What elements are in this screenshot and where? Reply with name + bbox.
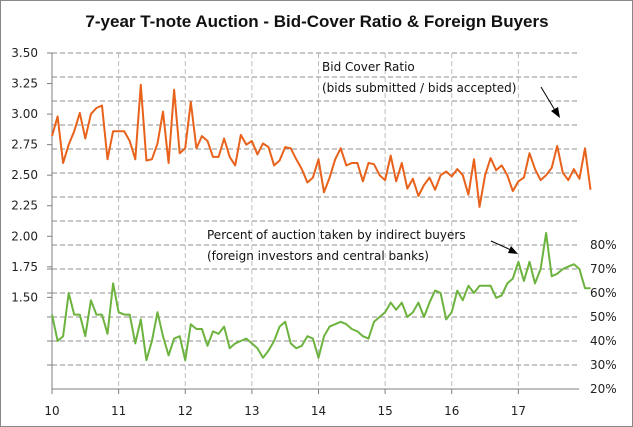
annotation-arrowhead-bid-cover bbox=[551, 107, 560, 118]
annotation-indirect-line1: Percent of auction taken by indirect buy… bbox=[207, 228, 466, 242]
right-tick-label: 30% bbox=[590, 358, 617, 372]
right-tick-label: 50% bbox=[590, 310, 617, 324]
chart-title: 7-year T-note Auction - Bid-Cover Ratio … bbox=[85, 12, 548, 31]
x-tick-label: 16 bbox=[444, 404, 459, 418]
indirect-buyers-line bbox=[51, 232, 591, 362]
left-tick-label: 2.25 bbox=[11, 199, 38, 213]
left-tick-label: 2.50 bbox=[11, 168, 38, 182]
left-tick-label: 2.75 bbox=[11, 138, 38, 152]
left-tick-label: 2.00 bbox=[11, 229, 38, 243]
x-tick-label: 17 bbox=[511, 404, 526, 418]
x-tick-label: 11 bbox=[111, 404, 126, 418]
series bbox=[51, 83, 592, 362]
right-tick-label: 60% bbox=[590, 286, 617, 300]
left-tick-label: 1.75 bbox=[11, 260, 38, 274]
left-tick-label: 1.50 bbox=[11, 290, 38, 304]
annotation-bid-cover-line2: (bids submitted / bids accepted) bbox=[322, 81, 516, 95]
bid-cover-ratio-line bbox=[51, 83, 592, 208]
right-tick-label: 70% bbox=[590, 262, 617, 276]
x-tick-label: 15 bbox=[377, 404, 392, 418]
right-tick-label: 80% bbox=[590, 238, 617, 252]
right-tick-label: 20% bbox=[590, 382, 617, 396]
right-tick-label: 40% bbox=[590, 334, 617, 348]
x-axis-ticks: 10 11 12 13 14 15 16 17 bbox=[44, 389, 526, 418]
annotation-arrow-bid-cover bbox=[540, 86, 557, 113]
x-tick-label: 14 bbox=[311, 404, 326, 418]
left-tick-label: 3.50 bbox=[11, 46, 38, 60]
axes bbox=[51, 53, 579, 393]
left-tick-label: 3.25 bbox=[11, 77, 38, 91]
annotation-bid-cover-line1: Bid Cover Ratio bbox=[322, 60, 415, 74]
annotation-arrowhead-indirect bbox=[508, 246, 518, 254]
x-tick-label: 13 bbox=[244, 404, 259, 418]
left-axis-ticks: 3.50 3.25 3.00 2.75 2.50 2.25 2.00 1.75 1.50 bbox=[11, 46, 52, 366]
left-tick-label: 3.00 bbox=[11, 107, 38, 121]
gridlines bbox=[52, 52, 579, 389]
x-tick-label: 12 bbox=[178, 404, 193, 418]
annotation-indirect-line2: (foreign investors and central banks) bbox=[207, 249, 429, 263]
right-axis-ticks: 80% 70% 60% 50% 40% 30% 20% bbox=[590, 238, 617, 396]
x-tick-label: 10 bbox=[44, 404, 59, 418]
annotation-arrow-indirect bbox=[490, 240, 512, 251]
